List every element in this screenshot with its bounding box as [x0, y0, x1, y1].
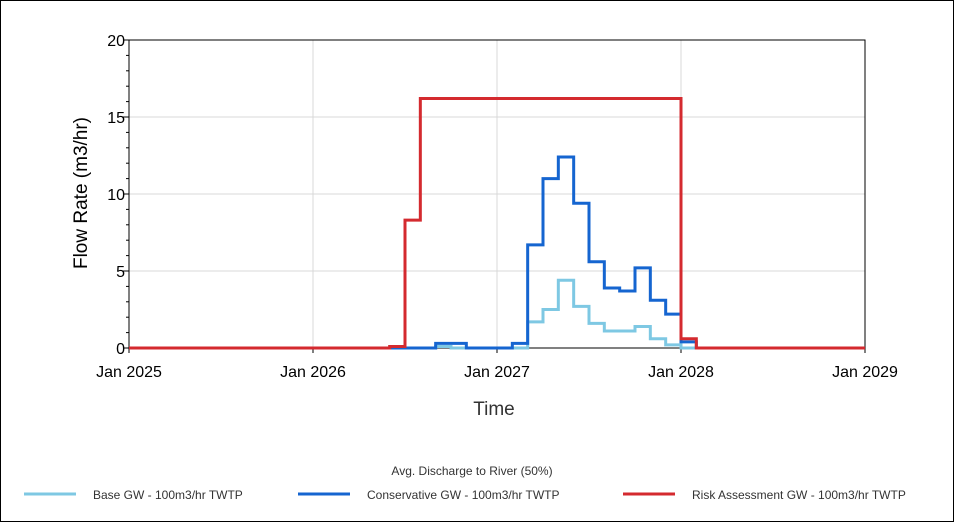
tick-labels: 0 5 10 15 20 Jan 2025 Jan 2026 Jan 2027 Jan 2028…: [96, 33, 898, 381]
legend-label-conservative: Conservative GW - 100m3/hr TWTP: [367, 488, 560, 502]
legend-item-base: Base GW - 100m3/hr TWTP: [24, 488, 243, 502]
x-tick-label: Jan 2027: [464, 364, 530, 381]
x-tick-label: Jan 2026: [280, 364, 346, 381]
series-line-risk-assessment: [129, 97, 865, 350]
legend-label-base: Base GW - 100m3/hr TWTP: [93, 488, 243, 502]
y-tick-label: 10: [107, 187, 125, 204]
y-tick-label: 20: [107, 33, 125, 50]
x-tick-label: Jan 2029: [832, 364, 898, 381]
series-lines: [129, 97, 865, 350]
legend-item-conservative: Conservative GW - 100m3/hr TWTP: [298, 488, 560, 502]
y-tick-label: 5: [116, 264, 125, 281]
y-axis-title: Flow Rate (m3/hr): [71, 117, 92, 269]
x-tick-label: Jan 2025: [96, 364, 162, 381]
y-tick-label: 0: [116, 341, 125, 358]
legend-item-risk-assessment: Risk Assessment GW - 100m3/hr TWTP: [623, 488, 906, 502]
grid-lines: [129, 40, 865, 348]
x-axis-title: Time: [473, 399, 515, 420]
x-tick-label: Jan 2028: [648, 364, 714, 381]
series-line-conservative: [129, 155, 865, 350]
legend-title: Avg. Discharge to River (50%): [391, 464, 552, 478]
series-line-base: [129, 278, 865, 350]
axis-ticks: [123, 39, 866, 353]
legend-label-risk-assessment: Risk Assessment GW - 100m3/hr TWTP: [692, 488, 906, 502]
y-tick-label: 15: [107, 110, 125, 127]
legend: Base GW - 100m3/hr TWTP Conservative GW …: [24, 488, 906, 502]
